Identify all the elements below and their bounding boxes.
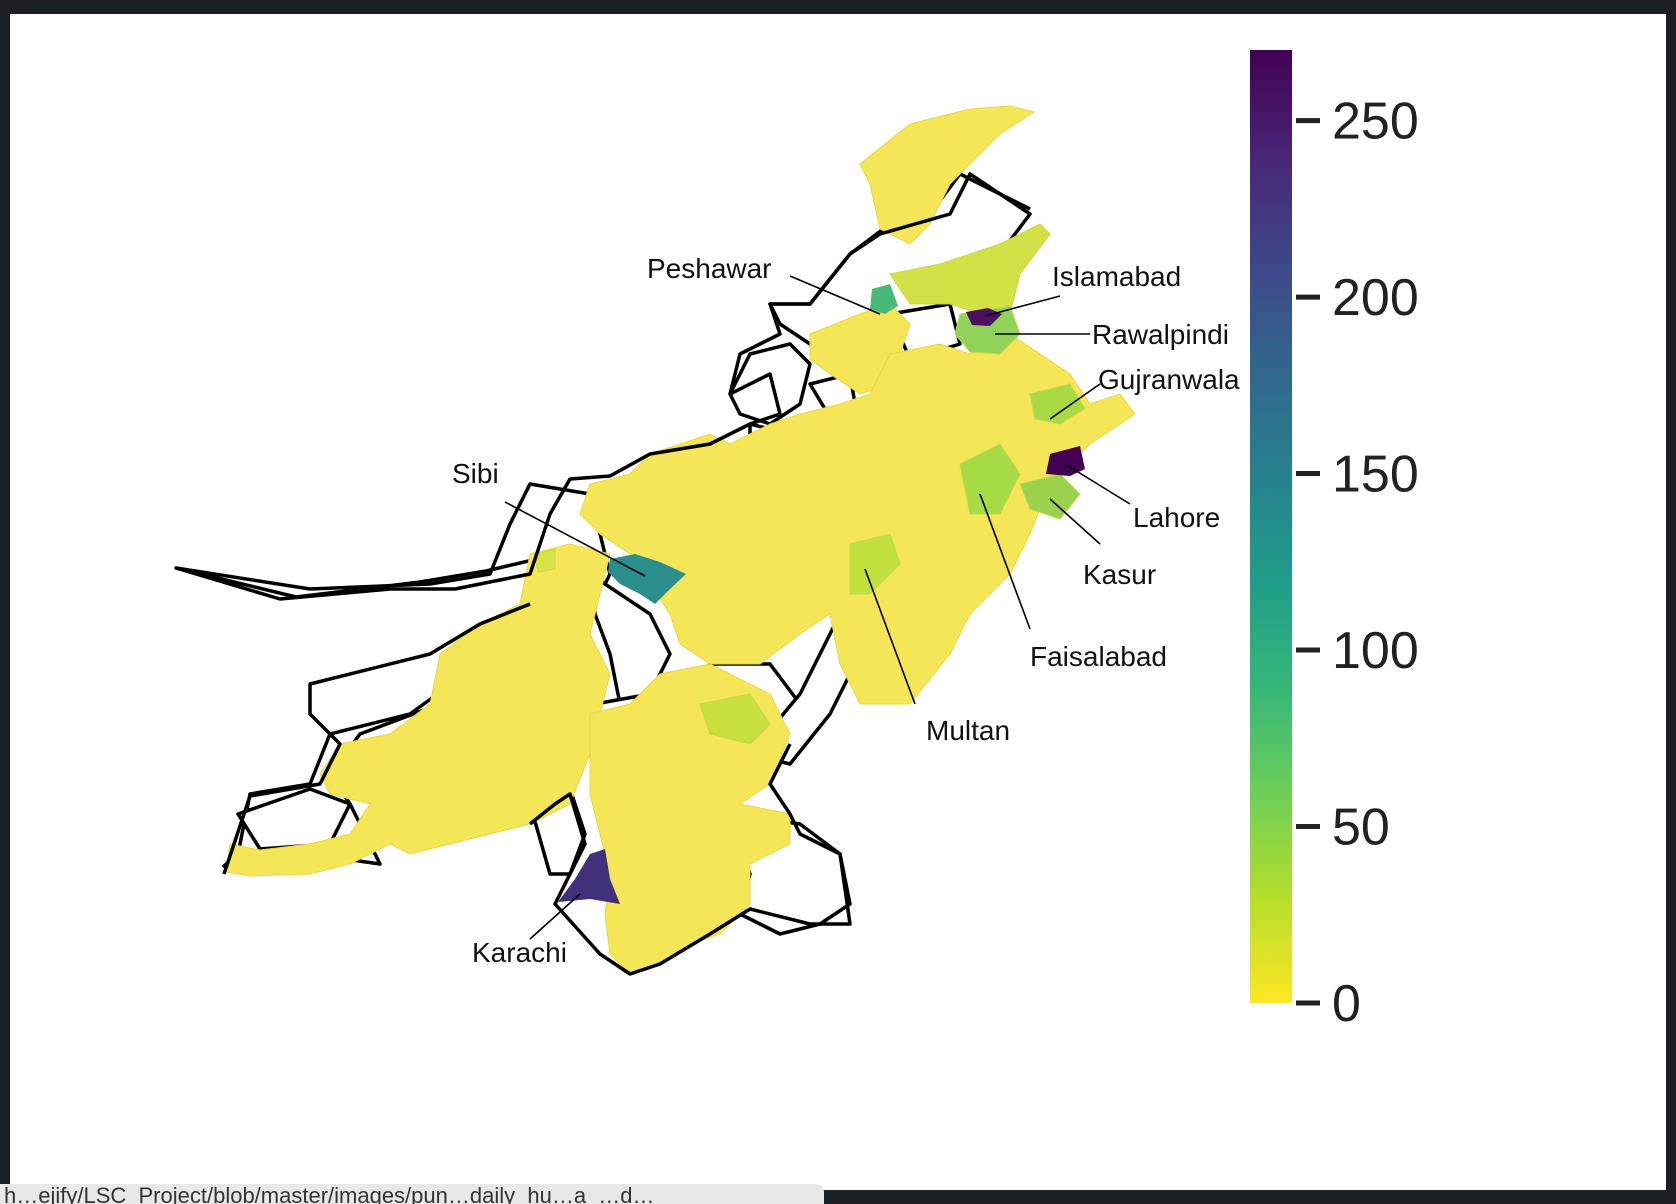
region-balochistan-central (225, 543, 611, 877)
leader-kasur (1049, 498, 1101, 545)
label-islamabad: Islamabad (1052, 261, 1181, 292)
region-south-punjab (699, 693, 771, 745)
choropleth-map: Peshawar Islamabad Rawalpindi Gujranwala… (174, 50, 1419, 1033)
label-kasur: Kasur (1083, 559, 1156, 590)
colorbar-tick-label: 100 (1332, 622, 1419, 680)
leader-gujranwala (1049, 383, 1101, 420)
leader-lahore (1064, 463, 1131, 505)
region-lahore (1046, 446, 1085, 476)
city-labels: Peshawar Islamabad Rawalpindi Gujranwala… (452, 253, 1240, 968)
leader-multan (864, 568, 916, 705)
region-gilgit (859, 105, 1036, 245)
leader-lines (504, 275, 1131, 940)
colorbar: 0 50 100 150 200 250 (1250, 50, 1419, 1033)
region-nw-corner (534, 548, 556, 573)
colorbar-tick-label: 200 (1332, 269, 1419, 327)
map-panel: Peshawar Islamabad Rawalpindi Gujranwala… (10, 14, 1666, 1190)
label-karachi: Karachi (472, 937, 567, 968)
region-gujranwala-area (1029, 383, 1086, 425)
region-kpk-northeast (889, 223, 1051, 315)
region-multan-area (849, 533, 901, 595)
region-balochistan-southwest (236, 787, 352, 851)
label-lahore: Lahore (1133, 502, 1220, 533)
label-faisalabad: Faisalabad (1030, 641, 1167, 672)
region-peshawar (870, 284, 898, 314)
colorbar-gradient (1250, 50, 1292, 1003)
leader-peshawar (789, 275, 881, 315)
status-bar-url: h…ejify/LSC_Project/blob/master/images/p… (0, 1184, 824, 1204)
leader-sibi (504, 501, 646, 577)
label-gujranwala: Gujranwala (1098, 364, 1240, 395)
map-borders (175, 172, 1031, 976)
label-multan: Multan (926, 715, 1010, 746)
colorbar-ticks: 0 50 100 150 200 250 (1296, 93, 1419, 1033)
label-peshawar: Peshawar (647, 253, 772, 284)
colorbar-tick-label: 150 (1332, 446, 1419, 504)
label-rawalpindi: Rawalpindi (1092, 319, 1229, 350)
leader-karachi (529, 893, 581, 940)
leader-faisalabad (979, 493, 1031, 630)
colorbar-tick-label: 50 (1332, 799, 1390, 857)
region-kasur-area (1019, 473, 1081, 520)
mid-value-regions (534, 223, 1086, 745)
region-karachi (558, 849, 620, 904)
region-islamabad (966, 308, 1002, 326)
region-punjab-north (579, 333, 1136, 705)
region-faisalabad-area (959, 443, 1021, 515)
region-northwest-tribal (728, 342, 812, 426)
colorbar-tick-label: 0 (1332, 975, 1361, 1033)
label-sibi: Sibi (452, 458, 499, 489)
leader-islamabad (984, 295, 1061, 317)
colorbar-tick-label: 250 (1332, 93, 1419, 151)
